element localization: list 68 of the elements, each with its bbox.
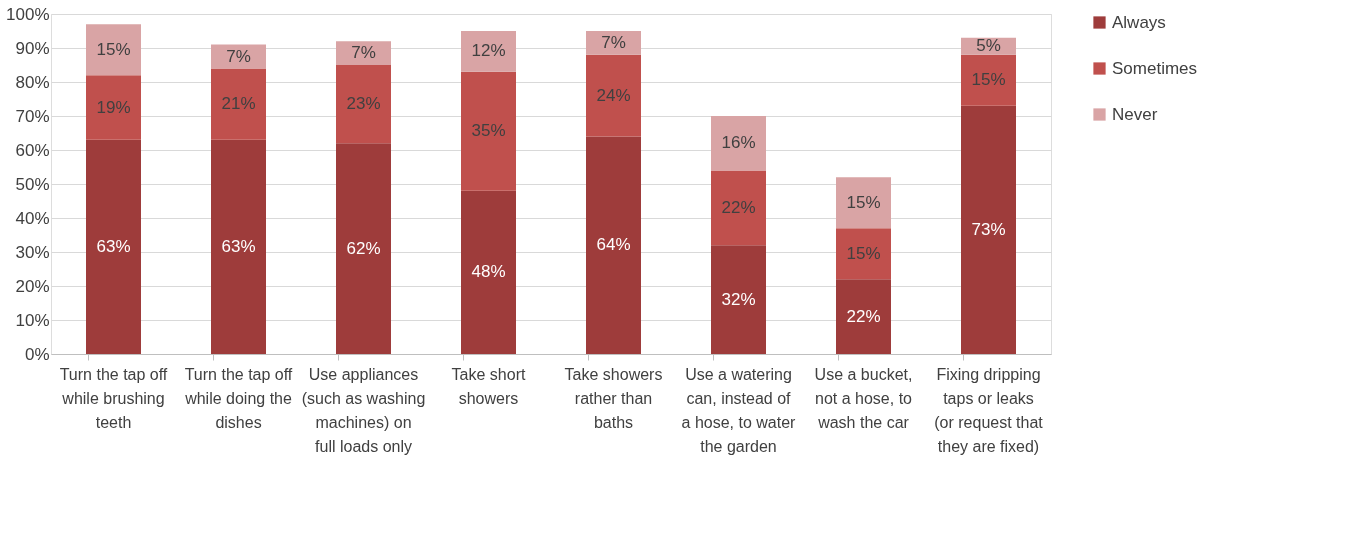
y-tick-label: 0% [24, 344, 50, 364]
y-tick-label: 100% [6, 4, 50, 24]
bar [86, 24, 141, 76]
bar [336, 65, 391, 144]
bar [586, 54, 641, 137]
y-tick-label: 20% [15, 276, 50, 296]
x-tick-label: Turn the tap off while brushing teeth [59, 365, 168, 431]
y-tick-label: 10% [15, 310, 50, 330]
data-label: 64% [596, 235, 631, 255]
data-label: 32% [721, 289, 756, 309]
x-tick-label: Fixing dripping taps or leaks (or request that they are fixed) [934, 365, 1044, 455]
data-label: 5% [976, 36, 1001, 56]
data-label: 12% [471, 41, 506, 61]
data-label: 35% [471, 121, 506, 141]
bar [961, 105, 1016, 354]
x-tick-label: Turn the tap off while doing the dishes [184, 365, 293, 431]
bar [211, 139, 266, 354]
data-label: 19% [96, 97, 131, 117]
data-label: 7% [601, 32, 626, 52]
bar [836, 177, 891, 229]
data-label: 48% [471, 262, 506, 282]
bar [961, 54, 1016, 106]
data-label: 22% [721, 197, 756, 217]
bar [461, 190, 516, 354]
data-label: 63% [221, 236, 256, 256]
bar [711, 116, 766, 171]
bar [836, 279, 891, 354]
bar [86, 75, 141, 140]
bar [86, 139, 141, 354]
data-label: 63% [96, 236, 131, 256]
data-label: 7% [351, 43, 376, 63]
x-tick-label: Use a bucket, not a hose, to wash the car [814, 365, 913, 431]
bar [711, 245, 766, 354]
data-label: 15% [846, 192, 881, 212]
data-label: 16% [721, 133, 756, 153]
data-label: 22% [846, 306, 881, 326]
bar [211, 68, 266, 140]
data-label: 15% [96, 39, 131, 59]
x-tick-label: Use a watering can, instead of a hose, to water the garden [681, 365, 797, 455]
y-tick-label: 90% [15, 38, 50, 58]
y-tick-label: 40% [15, 208, 50, 228]
x-tick-label: Take short showers [451, 365, 526, 407]
data-label: 15% [971, 70, 1006, 90]
legend-label: Sometimes [1112, 58, 1198, 78]
bar [336, 143, 391, 354]
x-tick-label: Take showers rather than baths [564, 365, 663, 431]
bar [836, 228, 891, 280]
bar [586, 31, 641, 55]
data-label: 7% [226, 46, 251, 66]
x-tick-label: Use appliances (such as washing machines) on full loads only [301, 365, 426, 455]
data-label: 62% [346, 238, 381, 258]
bar [461, 71, 516, 191]
data-label: 15% [846, 243, 881, 263]
y-tick-label: 80% [15, 72, 50, 92]
data-label: 24% [596, 85, 631, 105]
y-tick-label: 50% [15, 174, 50, 194]
bar [711, 170, 766, 246]
data-label: 23% [346, 94, 381, 114]
y-tick-label: 30% [15, 242, 50, 262]
legend-label: Always [1112, 12, 1166, 32]
legend-label: Never [1112, 104, 1158, 124]
bar [461, 31, 516, 72]
y-tick-label: 70% [15, 106, 50, 126]
bar [336, 41, 391, 65]
data-label: 21% [221, 94, 256, 114]
bar [586, 136, 641, 354]
data-label: 73% [971, 219, 1006, 239]
y-tick-label: 60% [15, 140, 50, 160]
